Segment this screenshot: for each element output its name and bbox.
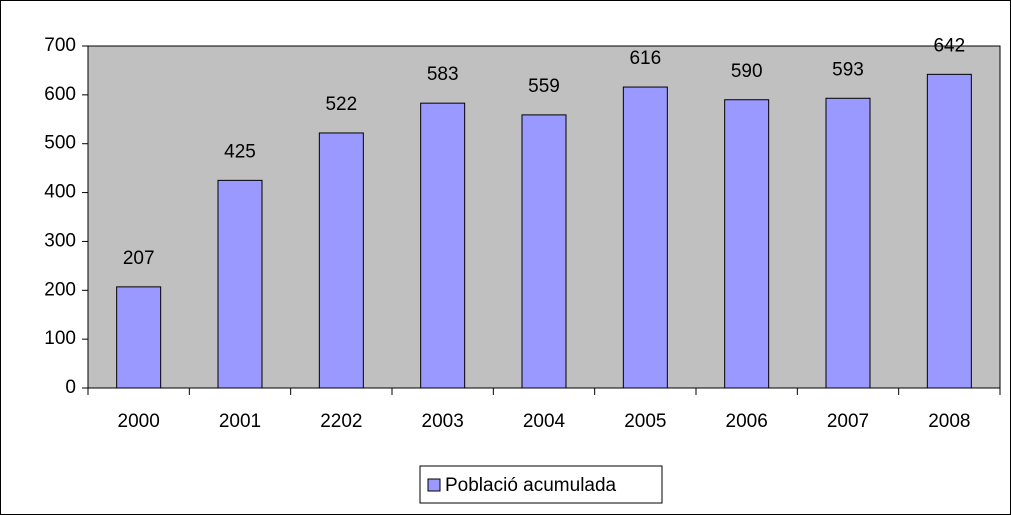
bar — [116, 286, 162, 389]
x-tick-label: 2007 — [827, 411, 869, 432]
y-tick-label: 500 — [44, 133, 76, 154]
y-tick-label: 600 — [44, 84, 76, 105]
data-label: 616 — [629, 48, 661, 69]
bar — [622, 86, 668, 389]
y-tick-label: 300 — [44, 230, 76, 251]
x-tick-label: 2003 — [422, 411, 464, 432]
y-tick-label: 400 — [44, 182, 76, 203]
bar — [724, 99, 770, 389]
data-label: 207 — [123, 248, 155, 269]
bar — [217, 179, 263, 389]
bar — [926, 73, 972, 389]
data-label: 522 — [325, 94, 357, 115]
x-tick-label: 2004 — [523, 411, 566, 432]
legend-swatch — [427, 478, 441, 492]
bar — [521, 114, 567, 389]
x-tick-label: 2008 — [928, 411, 970, 432]
x-tick-label: 2001 — [219, 411, 261, 432]
data-label: 559 — [528, 76, 560, 97]
data-label: 425 — [224, 141, 256, 162]
y-tick-label: 100 — [44, 328, 76, 349]
data-label: 593 — [832, 59, 864, 80]
bar — [420, 102, 466, 389]
y-tick-label: 200 — [44, 279, 76, 300]
bar — [318, 132, 364, 389]
x-tick-label: 2000 — [118, 411, 160, 432]
x-tick-label: 2006 — [726, 411, 768, 432]
x-tick-label: 2202 — [320, 411, 362, 432]
y-tick-label: 700 — [44, 35, 76, 56]
x-tick-label: 2005 — [624, 411, 666, 432]
data-label: 590 — [731, 61, 763, 82]
legend-box — [419, 465, 663, 504]
y-tick-label: 0 — [65, 377, 76, 398]
legend-label: Població acumulada — [445, 475, 617, 496]
bar — [825, 97, 871, 389]
data-label: 583 — [427, 64, 459, 85]
data-label: 642 — [933, 35, 965, 56]
